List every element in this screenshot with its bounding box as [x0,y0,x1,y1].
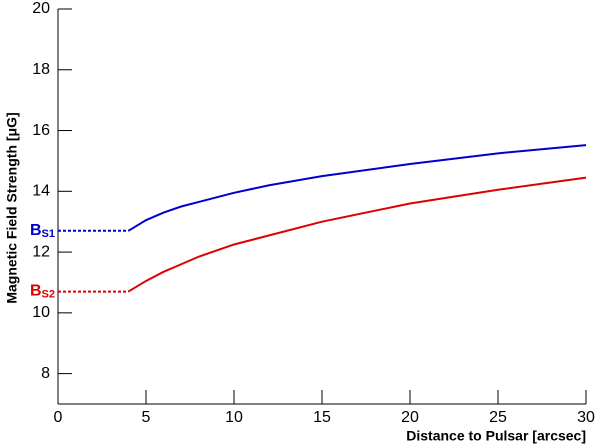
x-tick-label: 25 [489,409,507,426]
annotation-subscript: S1 [42,228,55,240]
annotation-text: B [30,222,42,239]
annotation-subscript: S2 [42,288,55,300]
y-tick-label: 20 [32,0,50,17]
line [127,144,587,232]
x-tick-label: 10 [225,409,243,426]
line [127,176,587,293]
y-tick-label: 8 [41,365,50,382]
annotation-label: BS1 [30,222,55,240]
annotation-text: B [30,283,42,300]
annotation-label: BS2 [30,283,55,301]
x-tick-label: 15 [313,409,331,426]
y-axis-title: Magnetic Field Strength [μG] [4,112,20,303]
y-tick-label: 10 [32,304,50,321]
x-tick-label: 20 [401,409,419,426]
x-tick-label: 30 [577,409,595,426]
x-tick-label: 0 [54,409,63,426]
y-tick-label: 18 [32,61,50,78]
y-tick-label: 16 [32,122,50,139]
y-tick-label: 12 [32,243,50,260]
x-tick-label: 5 [142,409,151,426]
y-tick-label: 14 [32,183,50,200]
x-axis-title: Distance to Pulsar [arcsec] [406,428,586,444]
